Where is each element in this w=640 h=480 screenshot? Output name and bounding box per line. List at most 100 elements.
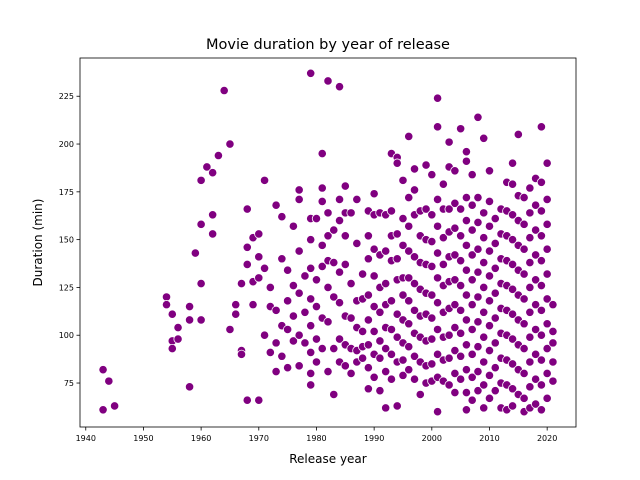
scatter-point [484, 196, 495, 206]
scatter-point [444, 353, 454, 363]
scatter-point [427, 290, 437, 300]
scatter-point [461, 365, 472, 375]
scatter-point [334, 215, 345, 226]
scatter-point [438, 259, 448, 270]
scatter-point [432, 248, 443, 258]
scatter-point [484, 246, 495, 256]
scatter-point [461, 240, 472, 250]
scatter-point [427, 210, 437, 220]
scatter-point [306, 347, 316, 358]
scatter-point [531, 200, 541, 210]
scatter-point [294, 330, 304, 340]
scatter-point [479, 380, 489, 390]
scatter-point [461, 387, 472, 398]
scatter-point [334, 298, 345, 308]
scatter-point [283, 296, 293, 306]
scatter-point [490, 386, 500, 396]
scatter-point [450, 345, 460, 356]
scatter-point [323, 282, 333, 293]
scatter-point [259, 175, 270, 185]
scatter-point [306, 68, 316, 78]
scatter-point [294, 361, 304, 371]
scatter-point [306, 321, 316, 331]
scatter-point [438, 233, 448, 243]
scatter-point [421, 204, 431, 214]
scatter-point [167, 344, 177, 354]
scatter-point [473, 217, 483, 228]
scatter-point [404, 296, 414, 306]
scatter-point [294, 194, 304, 205]
scatter-point [519, 294, 529, 304]
scatter-point [479, 403, 489, 413]
scatter-point [507, 179, 518, 189]
scatter-point [525, 257, 535, 268]
y-axis-label: Duration (min) [31, 199, 45, 287]
scatter-point [536, 355, 546, 365]
points-layer [98, 68, 558, 417]
scatter-point [450, 368, 460, 379]
scatter-point [490, 363, 500, 373]
scatter-point [300, 307, 310, 317]
scatter-point [542, 294, 552, 304]
scatter-point [346, 208, 356, 218]
scatter-point [467, 200, 477, 210]
scatter-point [363, 363, 373, 373]
y-tick-label: 175 [59, 188, 74, 197]
scatter-point [450, 300, 460, 310]
scatter-point [283, 324, 293, 335]
scatter-point [432, 194, 443, 205]
scatter-point [173, 334, 183, 344]
scatter-point [363, 290, 373, 300]
scatter-point [334, 194, 345, 205]
scatter-point [531, 300, 541, 310]
x-tick-label: 1990 [364, 434, 384, 443]
scatter-point [427, 261, 437, 271]
scatter-point [196, 175, 206, 185]
scatter-point [479, 208, 489, 218]
scatter-point [317, 148, 327, 159]
scatter-point [409, 185, 420, 195]
x-tick-label: 1980 [306, 434, 326, 443]
scatter-point [334, 267, 345, 277]
scatter-point [456, 124, 466, 134]
scatter-point [507, 210, 518, 220]
scatter-point [375, 307, 385, 317]
scatter-point [288, 221, 298, 231]
scatter-point [369, 326, 379, 337]
scatter-point [548, 300, 558, 310]
scatter-point [300, 271, 310, 281]
scatter-point [525, 357, 535, 367]
scatter-point [473, 267, 483, 277]
scatter-point [208, 229, 218, 239]
scatter-point [432, 324, 443, 335]
scatter-point [271, 305, 281, 315]
scatter-point [525, 233, 535, 243]
scatter-point [196, 219, 206, 229]
scatter-point [254, 252, 264, 262]
scatter-point [461, 290, 472, 300]
x-axis-ticks: 1940 1950 1960 1970 1980 1990 2000 2010 2020 [76, 427, 557, 443]
scatter-point [248, 300, 258, 310]
scatter-point [409, 164, 420, 174]
scatter-point [363, 231, 373, 241]
scatter-point [271, 200, 281, 210]
scatter-point [490, 263, 500, 273]
scatter-point [259, 330, 270, 340]
scatter-point [236, 349, 247, 359]
scatter-point [208, 168, 218, 178]
scatter-point [167, 309, 177, 319]
scatter-point [536, 305, 546, 315]
scatter-point [507, 334, 518, 344]
scatter-point [479, 357, 489, 367]
scatter-point [358, 353, 368, 363]
scatter-point [536, 405, 546, 415]
scatter-point [542, 344, 552, 354]
scatter-point [352, 238, 362, 249]
scatter-point [450, 275, 460, 285]
scatter-point [450, 250, 460, 260]
scatter-point [386, 324, 397, 335]
scatter-point [467, 324, 477, 335]
scatter-point [340, 361, 350, 371]
scatter-point [432, 221, 443, 231]
scatter-point [484, 221, 495, 231]
